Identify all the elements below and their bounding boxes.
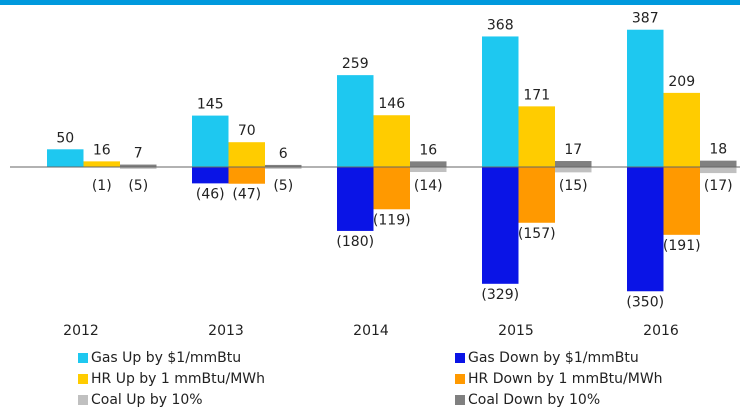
value-label: (47)	[232, 187, 261, 203]
bar	[192, 115, 229, 168]
x-tick-label: 2013	[208, 323, 244, 339]
bar	[700, 167, 737, 174]
bar	[555, 161, 592, 168]
bar	[120, 167, 157, 169]
value-label: (329)	[481, 287, 519, 303]
bar	[337, 167, 374, 231]
value-label: 18	[709, 142, 727, 158]
bar	[265, 167, 302, 169]
value-label: 145	[197, 97, 224, 113]
value-label: (5)	[273, 178, 293, 194]
value-label: 387	[632, 11, 659, 27]
value-label: 6	[279, 146, 288, 162]
bar	[410, 167, 447, 173]
bar	[518, 167, 555, 223]
bar	[228, 167, 265, 184]
value-label: (1)	[92, 178, 112, 194]
bar	[337, 75, 374, 168]
value-label: (157)	[518, 226, 556, 242]
bar	[83, 161, 120, 168]
bar	[410, 161, 447, 168]
legend-label: Coal Down by 10%	[468, 392, 600, 408]
value-label: 16	[419, 142, 437, 158]
value-label: 146	[378, 96, 405, 112]
legend-label: HR Up by 1 mmBtu/MWh	[91, 371, 265, 387]
value-label: (15)	[559, 178, 588, 194]
bar	[482, 36, 519, 168]
value-label: 16	[93, 142, 111, 158]
bar	[373, 115, 410, 168]
bar	[120, 164, 157, 168]
legend-label: Gas Down by $1/mmBtu	[468, 350, 639, 366]
x-tick-label: 2014	[353, 323, 389, 339]
bar	[265, 164, 302, 168]
value-label: 70	[238, 123, 256, 139]
legend-swatch	[78, 353, 88, 363]
value-label: 368	[487, 17, 514, 33]
bar	[663, 92, 700, 168]
bar	[700, 160, 737, 168]
bar	[627, 167, 664, 292]
bar	[518, 106, 555, 168]
bar	[373, 167, 410, 210]
legend-label: Gas Up by $1/mmBtu	[91, 350, 241, 366]
legend-swatch	[455, 395, 465, 405]
legend-swatch	[455, 374, 465, 384]
bar	[47, 149, 84, 168]
x-tick-label: 2012	[63, 323, 99, 339]
bar	[627, 29, 664, 168]
bar	[228, 142, 265, 168]
value-label: (191)	[663, 238, 701, 254]
x-tick-label: 2016	[643, 323, 679, 339]
value-label: 259	[342, 56, 369, 72]
value-label: (119)	[373, 212, 411, 228]
value-label: 50	[56, 130, 74, 146]
bar	[482, 167, 519, 284]
legend-swatch	[78, 395, 88, 405]
value-label: (17)	[704, 178, 733, 194]
legend-swatch	[455, 353, 465, 363]
bar	[663, 167, 700, 235]
legend-swatch	[78, 374, 88, 384]
value-label: 7	[134, 146, 143, 162]
legend-label: HR Down by 1 mmBtu/MWh	[468, 371, 663, 387]
bar	[555, 167, 592, 173]
x-tick-label: 2015	[498, 323, 534, 339]
value-label: (46)	[196, 186, 225, 202]
legend-label: Coal Up by 10%	[91, 392, 203, 408]
top-band	[0, 0, 740, 5]
bar	[192, 167, 229, 184]
value-label: (350)	[626, 294, 664, 310]
value-label: (14)	[414, 178, 443, 194]
value-label: (180)	[336, 234, 374, 250]
value-label: 209	[668, 74, 695, 90]
value-label: 171	[523, 87, 550, 103]
value-label: 17	[564, 142, 582, 158]
value-label: (5)	[128, 178, 148, 194]
